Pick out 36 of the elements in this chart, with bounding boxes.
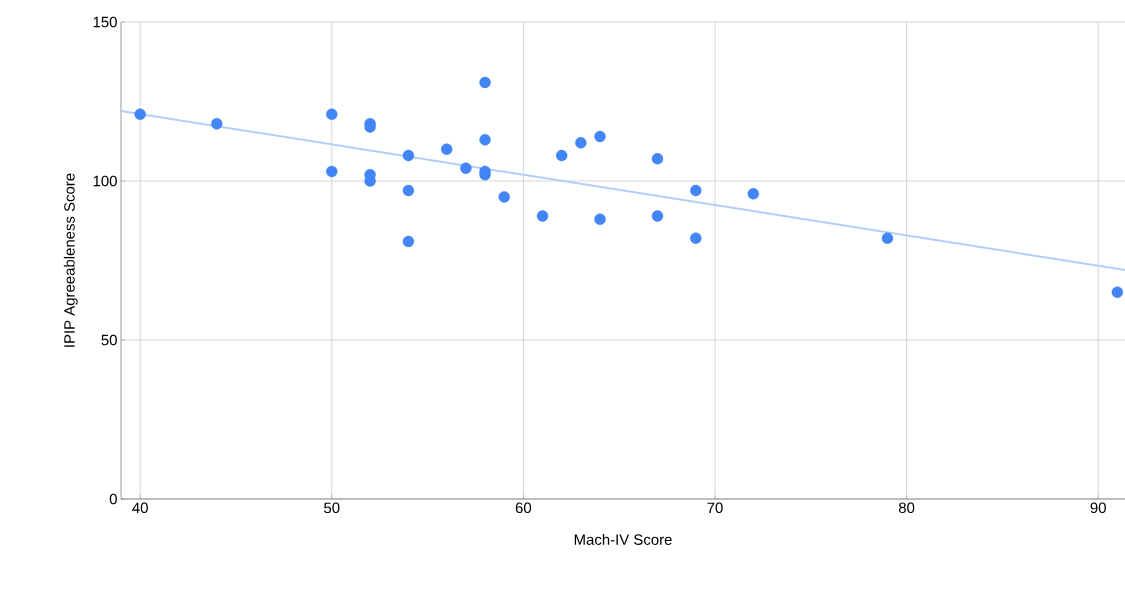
y-tick-label: 50 bbox=[101, 334, 117, 346]
point bbox=[594, 130, 606, 143]
point bbox=[326, 165, 338, 178]
point bbox=[402, 149, 415, 162]
point bbox=[594, 213, 606, 225]
point bbox=[1111, 286, 1124, 298]
x-tick-label: 40 bbox=[132, 502, 148, 514]
point bbox=[134, 108, 146, 120]
x-tick-label: 60 bbox=[515, 502, 532, 514]
point bbox=[326, 108, 338, 120]
x-tick-label: 90 bbox=[1090, 502, 1106, 514]
point bbox=[575, 137, 587, 149]
x-tick-label: 80 bbox=[898, 502, 915, 514]
point bbox=[881, 232, 894, 244]
point bbox=[651, 210, 664, 222]
point bbox=[479, 76, 491, 89]
y-tick-label: 150 bbox=[93, 16, 117, 28]
point bbox=[460, 162, 472, 174]
y-axis-title: IPIP Agreeableness Score bbox=[63, 173, 78, 347]
point bbox=[690, 184, 702, 197]
point bbox=[747, 188, 759, 200]
y-tick-label: 100 bbox=[93, 175, 117, 187]
point bbox=[690, 232, 702, 244]
point bbox=[402, 235, 415, 248]
x-axis-title: Mach-IV Score bbox=[574, 533, 672, 545]
point bbox=[556, 149, 568, 162]
point bbox=[402, 184, 415, 197]
point bbox=[441, 143, 453, 155]
point bbox=[651, 153, 664, 165]
y-tick-label: 0 bbox=[109, 493, 117, 505]
x-tick-label: 50 bbox=[324, 502, 340, 514]
point bbox=[498, 191, 510, 203]
point bbox=[211, 118, 223, 130]
point bbox=[536, 210, 549, 222]
point bbox=[479, 133, 491, 146]
x-tick-label: 70 bbox=[707, 502, 723, 514]
